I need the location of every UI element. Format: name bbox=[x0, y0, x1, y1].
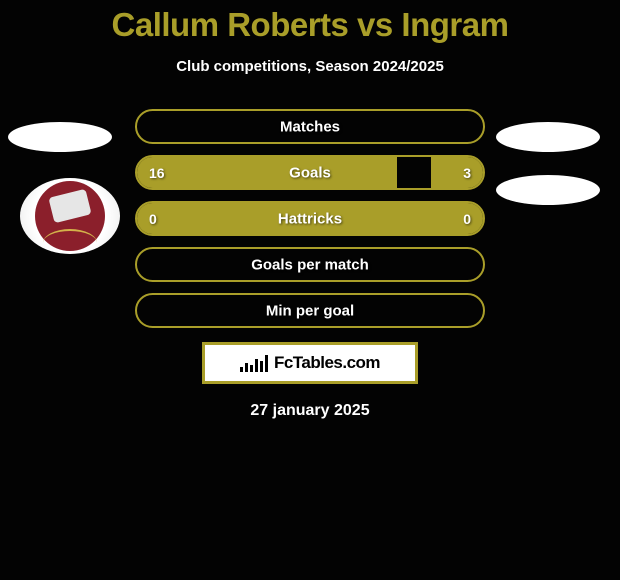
stat-row-hattricks: 0 Hattricks 0 bbox=[135, 201, 485, 236]
stat-row-goals: 16 Goals 3 bbox=[135, 155, 485, 190]
stat-row-matches: Matches bbox=[135, 109, 485, 144]
source-badge: FcTables.com bbox=[202, 342, 418, 384]
source-label: FcTables.com bbox=[274, 353, 380, 373]
stat-value-right: 3 bbox=[463, 165, 471, 181]
stat-label: Hattricks bbox=[137, 210, 483, 227]
bar-chart-icon bbox=[240, 354, 268, 372]
stat-row-goals-per-match: Goals per match bbox=[135, 247, 485, 282]
player-right-avatar-placeholder bbox=[496, 122, 600, 152]
club-crest-icon bbox=[35, 181, 105, 251]
snapshot-date: 27 january 2025 bbox=[0, 402, 620, 420]
player-left-avatar-placeholder bbox=[8, 122, 112, 152]
page-subtitle: Club competitions, Season 2024/2025 bbox=[0, 58, 620, 75]
stat-label: Min per goal bbox=[137, 302, 483, 319]
player-left-club-logo bbox=[20, 178, 120, 254]
stat-row-min-per-goal: Min per goal bbox=[135, 293, 485, 328]
stat-value-right: 0 bbox=[463, 211, 471, 227]
stat-label: Matches bbox=[137, 118, 483, 135]
stat-label: Goals per match bbox=[137, 256, 483, 273]
page-title: Callum Roberts vs Ingram bbox=[0, 0, 620, 44]
stat-label: Goals bbox=[137, 164, 483, 181]
player-right-club-placeholder bbox=[496, 175, 600, 205]
